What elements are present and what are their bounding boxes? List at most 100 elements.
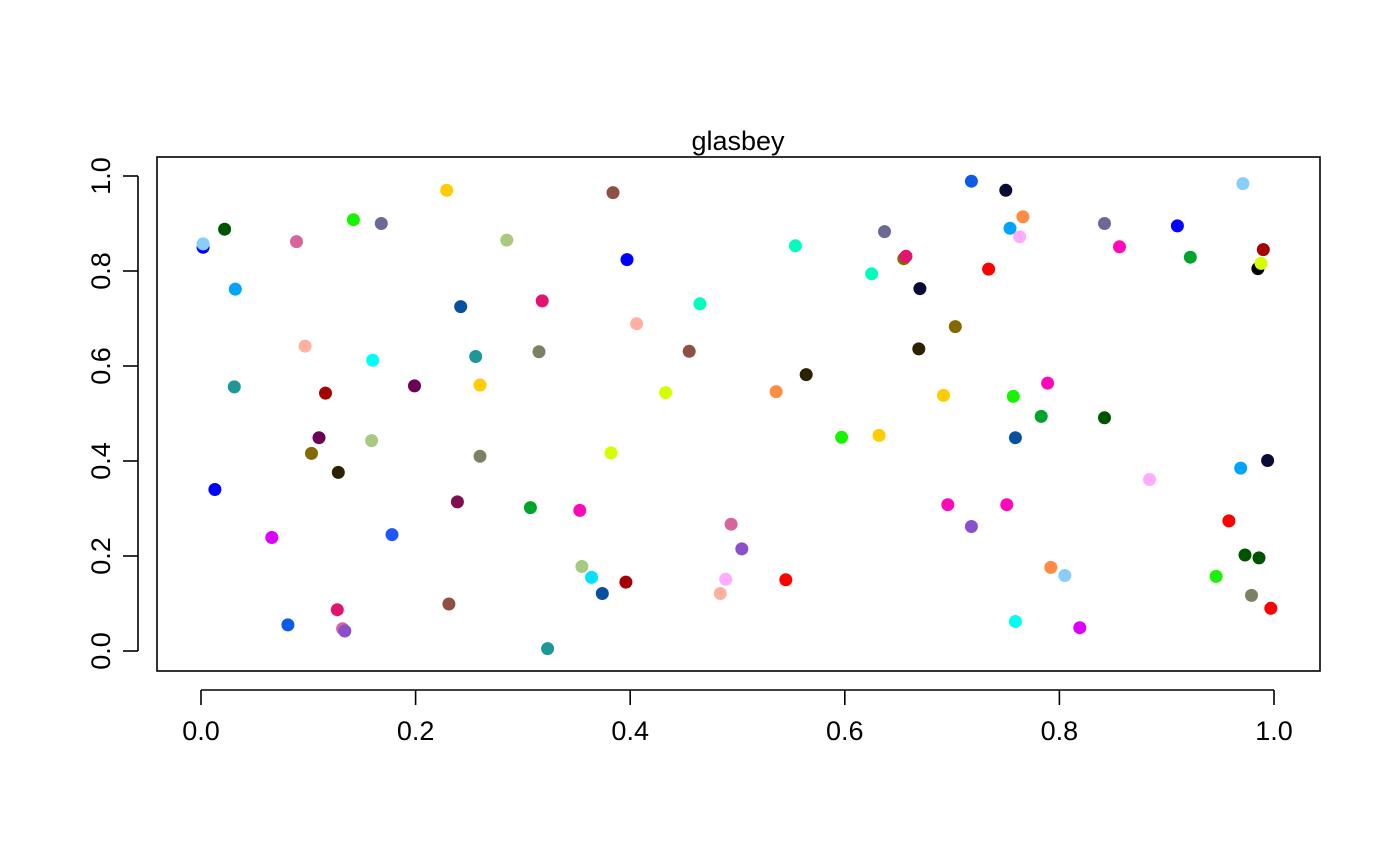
scatter-point bbox=[196, 237, 210, 251]
y-axis: 0.0 0.2 0.4 0.6 0.8 1.0 bbox=[86, 157, 139, 670]
scatter-point bbox=[1008, 431, 1022, 445]
y-tick-label: 1.0 bbox=[86, 157, 116, 195]
scatter-point bbox=[1058, 569, 1072, 582]
scatter-point bbox=[1170, 219, 1184, 233]
scatter-point bbox=[319, 386, 332, 400]
scatter-point bbox=[208, 483, 222, 496]
scatter-point bbox=[1034, 409, 1048, 423]
scatter-point bbox=[620, 253, 634, 267]
scatter-point bbox=[1236, 177, 1250, 191]
x-tick-label: 0.2 bbox=[397, 716, 435, 746]
scatter-point bbox=[338, 624, 352, 638]
scatter-point bbox=[473, 449, 487, 463]
scatter-point bbox=[1222, 514, 1236, 528]
scatter-point bbox=[1209, 569, 1223, 583]
scatter-point bbox=[1113, 240, 1126, 254]
scatter-point bbox=[606, 186, 620, 200]
scatter-point bbox=[835, 430, 849, 444]
scatter-point bbox=[1044, 560, 1058, 574]
scatter-point bbox=[878, 225, 891, 239]
scatter-point bbox=[619, 575, 633, 589]
scatter-point bbox=[788, 239, 802, 253]
scatter-point bbox=[724, 517, 738, 531]
scatter-point bbox=[982, 262, 996, 276]
scatter-point bbox=[1041, 376, 1055, 390]
scatter-point bbox=[228, 282, 242, 296]
x-tick-label: 0.6 bbox=[826, 716, 864, 746]
scatter-point bbox=[913, 282, 927, 296]
scatter-point bbox=[912, 342, 926, 356]
scatter-point bbox=[290, 235, 303, 249]
scatter-point bbox=[385, 528, 399, 542]
scatter-point bbox=[941, 498, 955, 512]
y-tick-label: 0.0 bbox=[86, 632, 116, 670]
y-tick-label: 0.8 bbox=[86, 252, 116, 290]
scatter-point bbox=[1098, 217, 1111, 230]
scatter-point bbox=[1254, 256, 1268, 270]
scatter-point bbox=[1252, 551, 1266, 565]
scatter-point bbox=[604, 446, 618, 460]
scatter-point bbox=[298, 339, 312, 353]
scatter-point bbox=[305, 446, 318, 460]
scatter-point bbox=[1245, 588, 1258, 602]
scatter-point bbox=[442, 597, 456, 611]
scatter-point bbox=[523, 501, 537, 515]
scatter-point bbox=[1003, 221, 1017, 235]
points-layer bbox=[196, 174, 1278, 656]
scatter-point bbox=[541, 642, 555, 656]
x-tick-label: 0.4 bbox=[611, 716, 649, 746]
scatter-point bbox=[1238, 548, 1252, 562]
scatter-point bbox=[719, 572, 733, 586]
scatter-point bbox=[769, 385, 783, 399]
scatter-point bbox=[1016, 210, 1030, 224]
scatter-point bbox=[899, 249, 913, 263]
scatter-point bbox=[346, 213, 360, 227]
scatter-point bbox=[1013, 230, 1027, 244]
scatter-point bbox=[1098, 411, 1111, 425]
scatter-point bbox=[365, 434, 379, 448]
scatter-point bbox=[573, 503, 587, 517]
scatter-point bbox=[682, 344, 696, 358]
scatter-point bbox=[799, 368, 813, 382]
scatter-point bbox=[630, 317, 644, 331]
scatter-point bbox=[999, 183, 1013, 197]
scatter-point bbox=[281, 618, 295, 632]
scatter-point bbox=[713, 587, 727, 600]
scatter-point bbox=[964, 174, 978, 188]
scatter-point bbox=[964, 520, 978, 533]
scatter-point bbox=[1006, 389, 1020, 403]
scatter-point bbox=[331, 465, 345, 479]
scatter-point bbox=[948, 320, 962, 334]
scatter-point bbox=[659, 386, 673, 400]
scatter-point bbox=[693, 297, 707, 311]
scatter-point bbox=[330, 603, 344, 617]
x-tick-label: 0.8 bbox=[1041, 716, 1079, 746]
scatter-point bbox=[1261, 454, 1275, 467]
scatter-point bbox=[450, 495, 464, 509]
scatter-point bbox=[440, 183, 454, 197]
y-tick-label: 0.6 bbox=[86, 347, 116, 385]
scatter-point bbox=[535, 294, 549, 308]
y-tick-label: 0.4 bbox=[86, 442, 116, 480]
scatter-point bbox=[1073, 621, 1087, 635]
scatter-point bbox=[469, 350, 483, 363]
scatter-point bbox=[595, 587, 609, 600]
scatter-point bbox=[374, 217, 388, 230]
x-tick-label: 1.0 bbox=[1255, 716, 1293, 746]
scatter-point bbox=[1000, 498, 1014, 512]
scatter-point bbox=[779, 573, 793, 587]
scatter-point bbox=[408, 379, 421, 393]
scatter-point bbox=[585, 570, 599, 584]
scatter-point bbox=[1143, 473, 1156, 486]
scatter-point bbox=[1008, 615, 1022, 628]
y-tick-label: 0.2 bbox=[86, 537, 116, 575]
scatter-point bbox=[865, 267, 879, 281]
x-axis: 0.0 0.2 0.4 0.6 0.8 1.0 bbox=[182, 689, 1293, 746]
plot-frame bbox=[156, 156, 1321, 672]
scatter-point bbox=[265, 531, 279, 544]
scatter-point bbox=[1256, 243, 1270, 257]
scatter-point bbox=[366, 353, 380, 367]
scatter-point bbox=[218, 222, 232, 236]
